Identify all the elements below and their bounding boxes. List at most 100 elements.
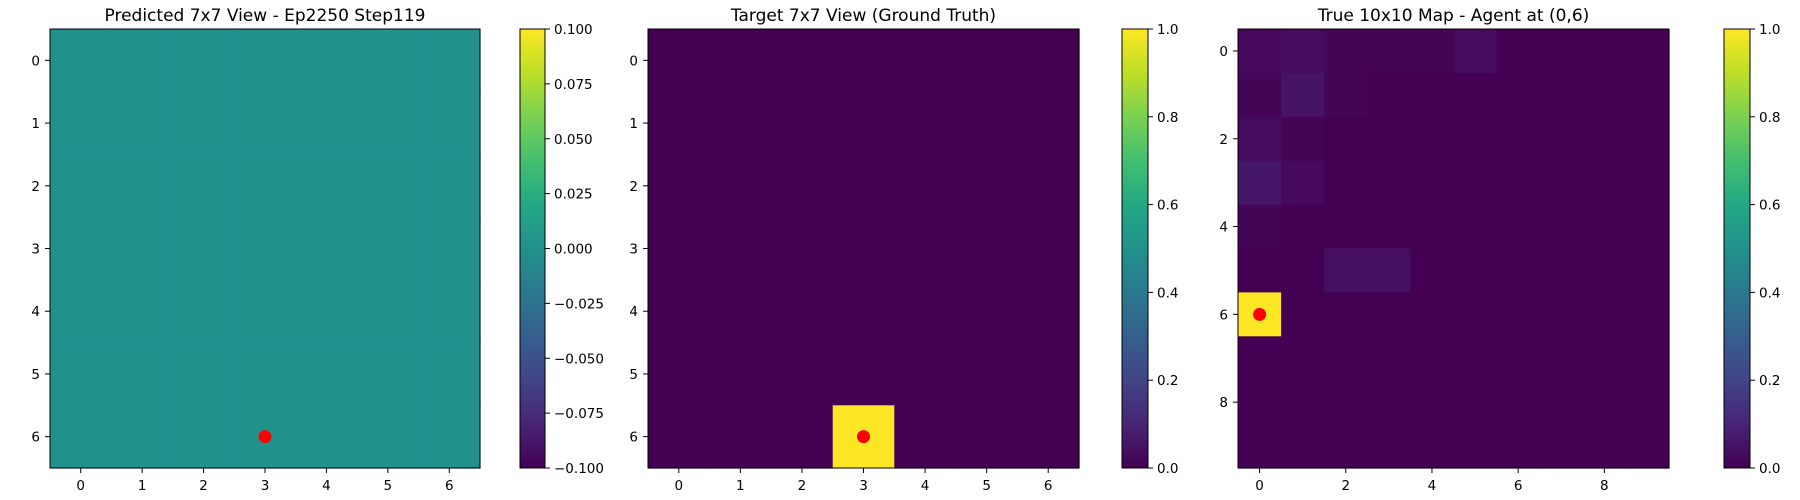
heatmap-cell	[1625, 248, 1670, 293]
heatmap-panel-2: 0 1 2 3 4 5 6 0 1 2 3 4 5 6 Target 7x7 View (Ground Tr…	[629, 6, 1178, 494]
heatmap-cell	[1367, 204, 1411, 250]
heatmap-cell	[955, 154, 1019, 218]
heatmap-cell	[832, 91, 895, 156]
heatmap-cell	[771, 342, 834, 406]
x-tick-label: 4	[322, 478, 331, 494]
heatmap-cell	[1281, 292, 1325, 337]
heatmap-panel-3: 0 2 4 6 8 0 2 4 6 8 True 10x10 Map - Agent at (0,6…	[1219, 6, 1780, 494]
colorbar-tick-label: −0.025	[554, 296, 604, 312]
colorbar-tick-label: −0.075	[554, 406, 604, 422]
colorbar-tick-label: 0.2	[1759, 373, 1780, 389]
heatmap-cell	[955, 279, 1019, 344]
colorbar-tick-label: 1.0	[1759, 22, 1780, 38]
heatmap-cell	[771, 279, 834, 344]
heatmap-cell	[894, 279, 957, 344]
heatmap-cell	[1367, 292, 1411, 337]
heatmap-cell	[172, 91, 235, 156]
heatmap-cell	[832, 29, 895, 93]
x-tick-label: 1	[736, 478, 745, 494]
heatmap-cell	[1324, 204, 1368, 250]
heatmap-cell	[1017, 154, 1080, 218]
heatmap-cell	[1324, 292, 1368, 337]
heatmap-cell	[771, 29, 834, 93]
heatmap-cell	[894, 405, 957, 469]
y-tick-label: 4	[629, 304, 638, 320]
heatmap-cell	[357, 154, 420, 218]
heatmap-cell	[1539, 248, 1584, 293]
heatmap-cell	[1453, 424, 1498, 469]
heatmap-cell	[111, 342, 174, 406]
colorbar-tick-label: 0.4	[1157, 285, 1178, 301]
heatmap-cell	[295, 405, 358, 469]
heatmap-cell	[648, 91, 711, 156]
heatmap-cell	[709, 405, 772, 469]
heatmap-cell	[1625, 160, 1670, 206]
heatmap-cell	[418, 279, 481, 344]
heatmap-cell	[1453, 72, 1498, 118]
x-tick-label: 0	[1255, 478, 1264, 494]
heatmap-cell	[771, 154, 834, 218]
heatmap-cell	[1496, 380, 1541, 425]
heatmap-cell	[111, 405, 174, 469]
heatmap-cell	[418, 217, 481, 281]
heatmap-cell	[832, 279, 895, 344]
heatmap-cell	[357, 29, 420, 93]
x-tick-label: 4	[1428, 478, 1437, 494]
colorbar-tick-label: 1.0	[1157, 22, 1178, 38]
heatmap-cell	[357, 217, 420, 281]
heatmap-cell	[1539, 204, 1584, 250]
heatmap-cell	[1582, 204, 1627, 250]
heatmap-cell	[418, 405, 481, 469]
colorbar-gradient	[1122, 29, 1148, 468]
y-tick-label: 3	[629, 242, 638, 258]
heatmap-cell	[1324, 248, 1368, 293]
y-tick-label: 5	[31, 367, 40, 383]
heatmap-cell	[1582, 160, 1627, 206]
heatmap-cell	[1367, 336, 1411, 381]
heatmap-cell	[1582, 29, 1627, 74]
heatmap-cell	[709, 29, 772, 93]
y-tick-label: 2	[31, 179, 40, 195]
heatmap-cell	[1281, 248, 1325, 293]
heatmap-cell	[357, 342, 420, 406]
heatmap-cell	[50, 29, 113, 93]
heatmap-cell	[955, 342, 1019, 406]
heatmap-cell	[894, 91, 957, 156]
heatmap-cell	[234, 279, 297, 344]
heatmap-cell	[172, 29, 235, 93]
y-tick-label: 2	[629, 179, 638, 195]
heatmap-cell	[172, 154, 235, 218]
x-tick-label: 6	[445, 478, 454, 494]
heatmap-cell	[295, 91, 358, 156]
heatmap-cell	[1582, 292, 1627, 337]
heatmap-cell	[648, 154, 711, 218]
heatmap-cell	[1017, 91, 1080, 156]
y-tick-label: 0	[1219, 44, 1228, 60]
y-tick-label: 6	[629, 430, 638, 446]
heatmap-cell	[111, 279, 174, 344]
y-tick-label: 6	[1219, 307, 1228, 323]
heatmap-cell	[1539, 424, 1584, 469]
heatmap-cell	[1324, 380, 1368, 425]
heatmap-cell	[418, 91, 481, 156]
colorbar-tick-label: 0.000	[554, 242, 593, 258]
x-tick-label: 0	[76, 478, 85, 494]
heatmap-cell	[1367, 248, 1411, 293]
colorbar-tick-label: 0.6	[1759, 198, 1780, 214]
heatmap-cell	[1539, 29, 1584, 74]
heatmap-cell	[295, 342, 358, 406]
heatmap-cell	[1281, 72, 1325, 118]
colorbar-tick-label: 0.2	[1157, 373, 1178, 389]
heatmap-cell	[1238, 72, 1282, 118]
heatmap-cell	[1539, 72, 1584, 118]
heatmap-cell	[357, 91, 420, 156]
heatmap-cell	[1539, 292, 1584, 337]
heatmap-cell	[955, 29, 1019, 93]
heatmap-cell	[1367, 160, 1411, 206]
heatmap-cell	[1625, 292, 1670, 337]
heatmap-cell	[1017, 217, 1080, 281]
heatmap-cell	[709, 154, 772, 218]
heatmap-cell	[1625, 424, 1670, 469]
heatmap-cell	[1238, 424, 1282, 469]
heatmap-cell	[1281, 204, 1325, 250]
